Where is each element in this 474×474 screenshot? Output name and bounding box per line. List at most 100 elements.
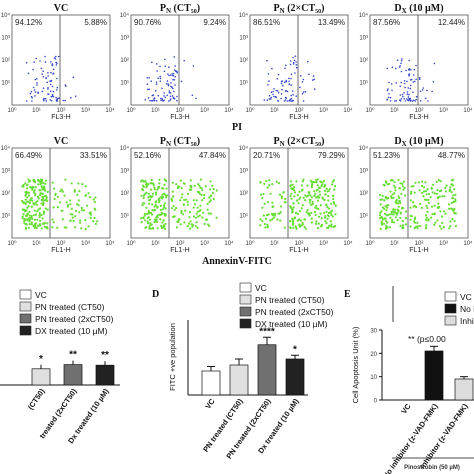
data-point: [397, 179, 400, 182]
data-point: [45, 77, 47, 79]
data-point: [41, 73, 43, 75]
data-point: [262, 192, 265, 196]
data-point: [37, 208, 40, 211]
data-point: [431, 213, 434, 216]
quadrant-left-value: 87.56%: [373, 18, 400, 27]
data-point: [379, 203, 382, 206]
data-point: [402, 188, 405, 191]
data-point: [323, 183, 326, 186]
data-point: [309, 194, 312, 197]
data-point: [424, 97, 427, 100]
data-point: [392, 213, 395, 216]
data-point: [301, 180, 304, 183]
data-point: [394, 100, 396, 102]
data-point: [293, 191, 297, 194]
data-point: [156, 206, 159, 209]
data-point: [386, 183, 389, 186]
data-point: [186, 225, 189, 228]
data-point: [42, 70, 44, 72]
data-point: [78, 190, 81, 193]
data-point: [168, 90, 171, 92]
data-point: [204, 185, 207, 188]
data-point: [291, 183, 294, 186]
data-point: [159, 77, 162, 80]
data-point: [427, 201, 430, 204]
data-point: [72, 219, 75, 223]
data-point: [294, 72, 296, 74]
data-point: [400, 98, 403, 100]
data-point: [31, 185, 34, 188]
data-point: [209, 194, 212, 197]
data-point: [193, 203, 197, 206]
data-point: [441, 195, 444, 198]
x-tick-label: 10⁴: [343, 107, 353, 114]
data-point: [171, 199, 174, 202]
data-point: [28, 180, 31, 183]
data-point: [381, 194, 384, 197]
data-point: [331, 183, 334, 186]
data-point: [385, 214, 388, 217]
data-point: [73, 190, 76, 193]
data-point: [186, 203, 189, 206]
data-point: [395, 82, 398, 84]
data-point: [175, 226, 178, 229]
x-tick-label: 10²: [295, 108, 304, 114]
data-point: [212, 197, 215, 201]
data-point: [395, 198, 398, 201]
data-point: [153, 205, 156, 208]
data-point: [150, 196, 153, 199]
data-point: [325, 203, 328, 206]
data-point: [386, 226, 389, 229]
data-point: [189, 220, 192, 223]
data-point: [438, 195, 441, 198]
data-point: [315, 220, 318, 223]
x-axis-label: FL1-H: [289, 247, 308, 254]
data-point: [289, 195, 292, 198]
data-point: [404, 86, 406, 89]
data-point: [310, 186, 313, 189]
data-point: [34, 225, 37, 228]
data-point: [307, 194, 310, 197]
x-tick-label: 10²: [176, 108, 185, 114]
data-point: [450, 201, 453, 204]
legend-label: PN treated (2xCT50): [255, 307, 334, 317]
data-point: [272, 93, 274, 96]
data-point: [410, 185, 413, 188]
data-point: [325, 210, 328, 213]
data-point: [432, 183, 435, 186]
quadrant-left-value: 86.51%: [253, 18, 280, 27]
data-point: [419, 224, 422, 228]
data-point: [291, 187, 294, 190]
data-point: [424, 226, 428, 229]
data-point: [37, 224, 40, 227]
data-point: [155, 83, 158, 85]
data-point: [391, 218, 394, 221]
data-point: [302, 178, 305, 181]
quadrant-right-value: 13.49%: [318, 18, 345, 27]
data-point: [334, 213, 337, 216]
quadrant-right-value: 9.24%: [203, 18, 226, 27]
data-point: [454, 224, 457, 228]
data-point: [150, 80, 152, 82]
data-point: [27, 217, 30, 220]
data-point: [157, 77, 159, 79]
data-point: [77, 204, 80, 207]
data-point: [284, 197, 287, 201]
data-point: [159, 208, 162, 211]
data-point: [56, 195, 60, 198]
data-point: [179, 223, 182, 226]
data-point: [428, 193, 431, 196]
data-point: [324, 220, 327, 223]
data-point: [40, 182, 43, 185]
data-point: [388, 93, 390, 95]
data-point: [151, 226, 154, 230]
data-point: [449, 220, 452, 223]
data-point: [141, 204, 144, 207]
data-point: [33, 89, 36, 91]
data-point: [87, 192, 90, 195]
data-point: [312, 75, 315, 77]
data-point: [409, 87, 412, 90]
data-point: [414, 181, 417, 184]
panel-title: VC: [54, 3, 68, 14]
data-point: [27, 226, 30, 229]
